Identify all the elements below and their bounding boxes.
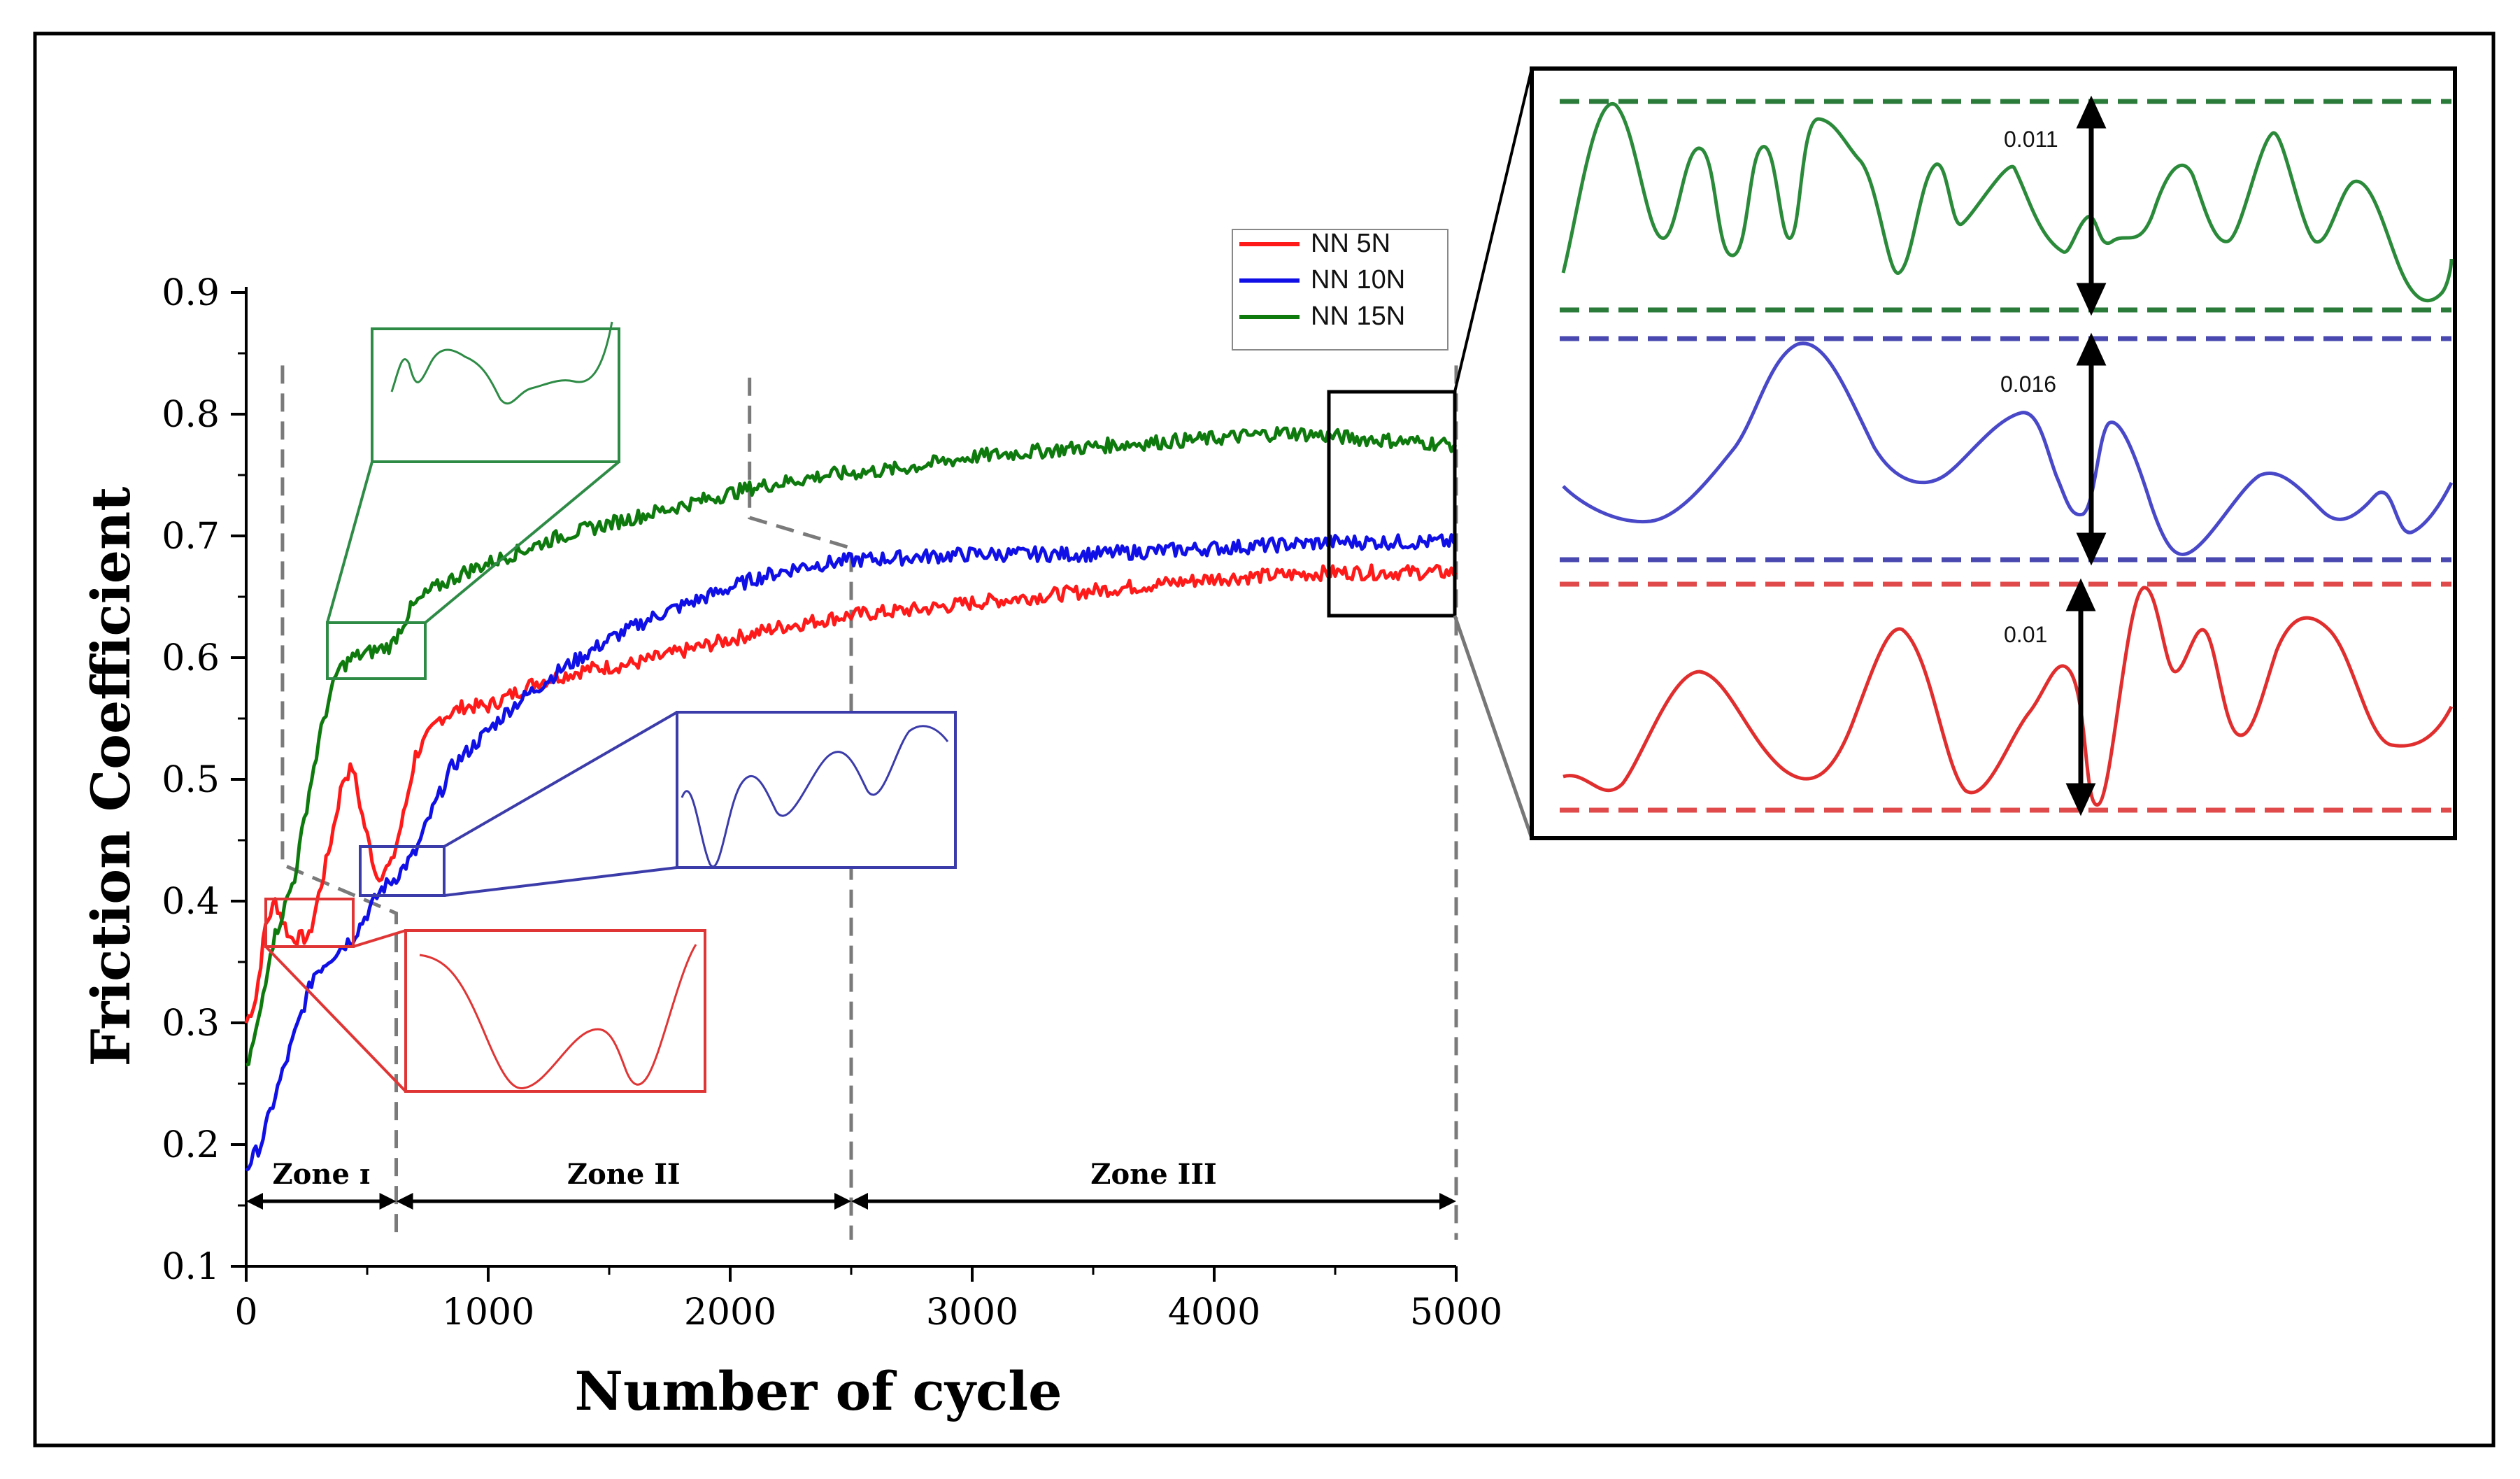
legend-label: NN 5N <box>1311 229 1390 258</box>
blue-range-label: 0.016 <box>2000 371 2056 397</box>
legend-box <box>1232 229 1448 351</box>
y-tick-label: 0.4 <box>162 881 220 923</box>
legend-label: NN 15N <box>1311 302 1405 331</box>
range-arrows <box>2065 95 2107 816</box>
green-connector <box>424 460 620 624</box>
arrowhead <box>2065 783 2096 816</box>
series-line-nn-5n <box>244 563 1458 1024</box>
steady-state-inset: 0.011 0.016 0.01 <box>1530 66 2457 840</box>
zone-arrowhead <box>851 1193 868 1210</box>
y-tick-label: 0.2 <box>162 1124 220 1166</box>
y-tick-label: 0.3 <box>162 1003 220 1045</box>
blue-zoom-marker <box>359 845 446 897</box>
green-inset-trace <box>1561 101 2454 302</box>
y-tick-label: 0.1 <box>162 1246 220 1288</box>
steady-connector <box>1453 68 1533 392</box>
red-range-label: 0.01 <box>2004 622 2047 647</box>
y-tick-label: 0.9 <box>162 272 220 314</box>
x-axis-label: Number of cycle <box>575 1360 1062 1422</box>
zone-arrowhead <box>834 1193 851 1210</box>
blue-zoom-box <box>676 711 957 869</box>
y-tick-label: 0.5 <box>162 759 220 801</box>
x-tick-label: 4000 <box>1168 1292 1260 1333</box>
red-zoom-trace <box>419 944 697 1089</box>
red-connector <box>353 929 406 948</box>
y-tick-label: 0.8 <box>162 394 220 436</box>
x-ticks: 0 1000 2000 3000 4000 5000 <box>234 1266 1502 1333</box>
y-tick-label: 0.7 <box>162 516 220 558</box>
legend: NN 5N NN 10N NN 15N <box>1232 229 1448 351</box>
x-tick-label: 5000 <box>1410 1292 1502 1333</box>
green-range-label: 0.011 <box>2004 127 2058 152</box>
arrowhead <box>2076 283 2107 316</box>
zone-annotations: Zone ɪ Zone II Zone III <box>246 1158 1456 1210</box>
y-axis-label: Friction Coefficient <box>80 487 142 1067</box>
arrowhead <box>2076 532 2107 566</box>
green-zoom-trace <box>390 321 613 405</box>
legend-label: NN 10N <box>1311 265 1405 295</box>
arrowhead <box>2065 578 2096 611</box>
zoom-callouts <box>264 68 1534 1093</box>
green-zoom-marker <box>326 621 427 680</box>
series-line-nn-10n <box>245 533 1457 1173</box>
x-tick-label: 3000 <box>926 1292 1018 1333</box>
blue-connector <box>443 711 678 848</box>
red-zoom-marker <box>264 898 355 948</box>
blue-inset-trace <box>1562 341 2454 556</box>
zone-divider-2 <box>748 377 853 1240</box>
red-connector <box>264 945 407 1093</box>
main-plot: 0.1 0.2 0.3 0.4 0.5 0.6 0.7 0.8 0.9 0 1000 2000 300… <box>80 272 1502 1422</box>
y-tick-label: 0.6 <box>162 637 220 679</box>
series-line-nn-15n <box>245 426 1458 1067</box>
red-zoom-box <box>404 929 706 1093</box>
steady-connector <box>1453 615 1534 839</box>
y-ticks: 0.1 0.2 0.3 0.4 0.5 0.6 0.7 0.8 0.9 <box>162 272 246 1288</box>
zone-arrowhead <box>1439 1193 1456 1210</box>
green-zoom-box <box>371 327 620 463</box>
arrowhead <box>2076 332 2107 366</box>
zone-label: Zone III <box>1090 1158 1216 1191</box>
zone-arrowhead <box>379 1193 397 1210</box>
series-lines <box>244 426 1458 1173</box>
arrowhead <box>2076 95 2107 129</box>
zone-arrowhead <box>246 1193 263 1210</box>
steady-zoom-marker <box>1327 390 1457 618</box>
zone-divider-1 <box>280 365 399 1240</box>
blue-zoom-trace <box>681 725 949 868</box>
zone-label: Zone II <box>567 1158 681 1191</box>
x-tick-label: 0 <box>234 1292 257 1333</box>
inset-frame <box>1530 66 2457 840</box>
zone-arrowhead <box>396 1193 413 1210</box>
blue-connector <box>443 866 678 897</box>
green-connector <box>326 461 373 623</box>
zone-label: Zone ɪ <box>272 1158 370 1191</box>
x-tick-label: 2000 <box>684 1292 776 1333</box>
figure-frame <box>33 31 2496 1448</box>
x-tick-label: 1000 <box>442 1292 534 1333</box>
